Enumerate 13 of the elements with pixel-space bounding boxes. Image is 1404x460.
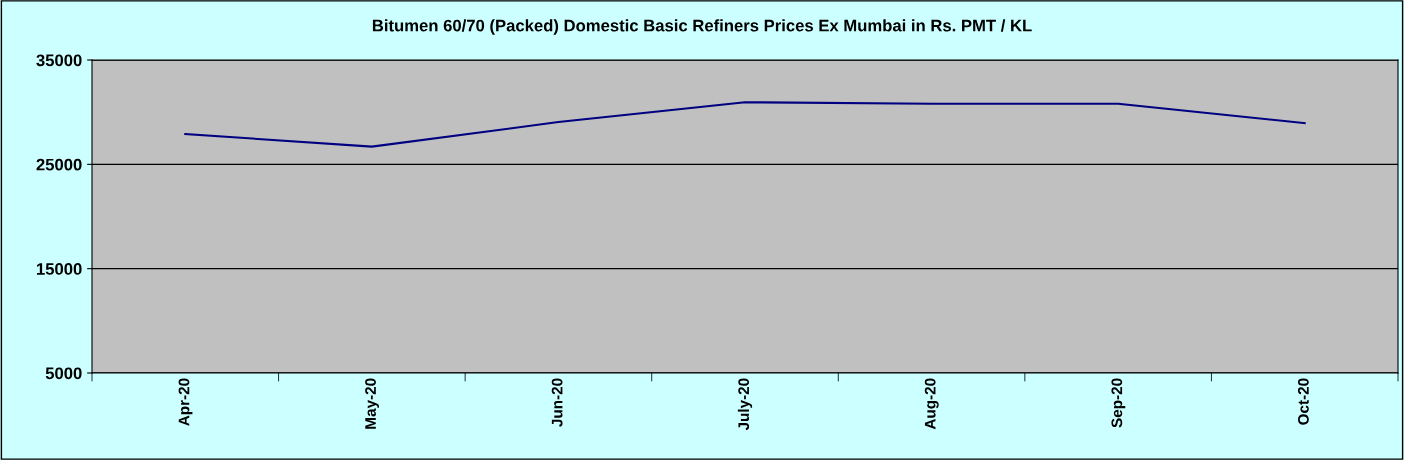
x-tick-label: July-20 (737, 378, 753, 431)
y-tick-label: 15000 (36, 263, 82, 275)
x-tick-label: Sep-20 (1111, 378, 1126, 428)
y-tick-label: 5000 (45, 367, 82, 380)
chart-title: Bitumen 60/70 (Packed) Domestic Basic Refiners Prices Ex Mumbai in Rs. PMT / KL (372, 19, 1032, 35)
x-tick-label: Apr-20 (178, 378, 193, 426)
x-tick-label: Aug-20 (924, 378, 939, 430)
x-tick-label: Oct-20 (1298, 378, 1309, 425)
line-series (184, 101, 1306, 148)
y-tick-label: 25000 (36, 158, 82, 171)
x-tick-label: Jun-20 (551, 378, 563, 427)
x-tick-label: May-20 (365, 378, 379, 429)
y-tick-label: 35000 (36, 54, 82, 67)
